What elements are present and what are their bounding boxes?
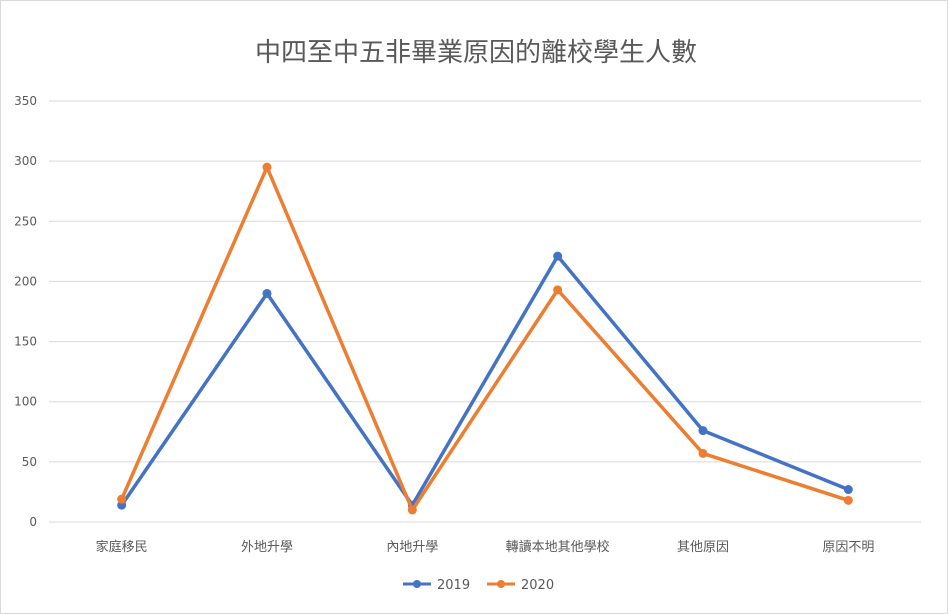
y-tick-label: 350 [14, 94, 37, 108]
data-point [262, 288, 272, 298]
y-tick-label: 0 [29, 515, 37, 529]
y-axis-ticks: 0 50 100 150 200 250 300 350 [14, 94, 37, 529]
chart-title: 中四至中五非畢業原因的離校學生人數 [255, 38, 697, 68]
y-tick-label: 250 [14, 214, 37, 228]
data-point [407, 505, 417, 515]
data-point [117, 494, 127, 504]
x-category-label: 其他原因 [677, 540, 729, 555]
data-point [698, 426, 708, 436]
series-line [119, 165, 851, 512]
data-point [553, 251, 563, 261]
legend-label: 2019 [437, 578, 470, 593]
data-point [262, 162, 272, 172]
x-category-label: 原因不明 [822, 540, 874, 555]
x-category-label: 家庭移民 [96, 539, 148, 555]
legend-swatch-marker [497, 580, 505, 588]
legend-swatch-marker [413, 580, 421, 588]
x-category-label: 轉讀本地其他學校 [506, 539, 610, 555]
y-tick-label: 200 [14, 274, 37, 288]
y-tick-label: 50 [22, 455, 37, 469]
series-2019 [117, 251, 853, 510]
y-tick-label: 100 [14, 395, 37, 409]
series-2020 [117, 162, 853, 515]
legend-item: 2020 [487, 578, 554, 593]
gridlines [49, 100, 921, 523]
legend-item: 2019 [403, 578, 470, 593]
series-line [119, 254, 851, 507]
series-layer [117, 162, 853, 515]
data-point [698, 448, 708, 458]
x-axis-categories: 家庭移民 外地升學 內地升學 轉讀本地其他學校 其他原因 原因不明 [96, 539, 875, 555]
x-category-label: 外地升學 [241, 540, 293, 555]
y-tick-label: 300 [14, 154, 37, 168]
legend: 2019 2020 [403, 578, 554, 593]
data-point [553, 285, 563, 295]
data-point [843, 495, 853, 505]
y-tick-label: 150 [14, 335, 37, 349]
x-category-label: 內地升學 [386, 540, 438, 555]
data-point [843, 485, 853, 495]
legend-label: 2020 [521, 578, 554, 593]
